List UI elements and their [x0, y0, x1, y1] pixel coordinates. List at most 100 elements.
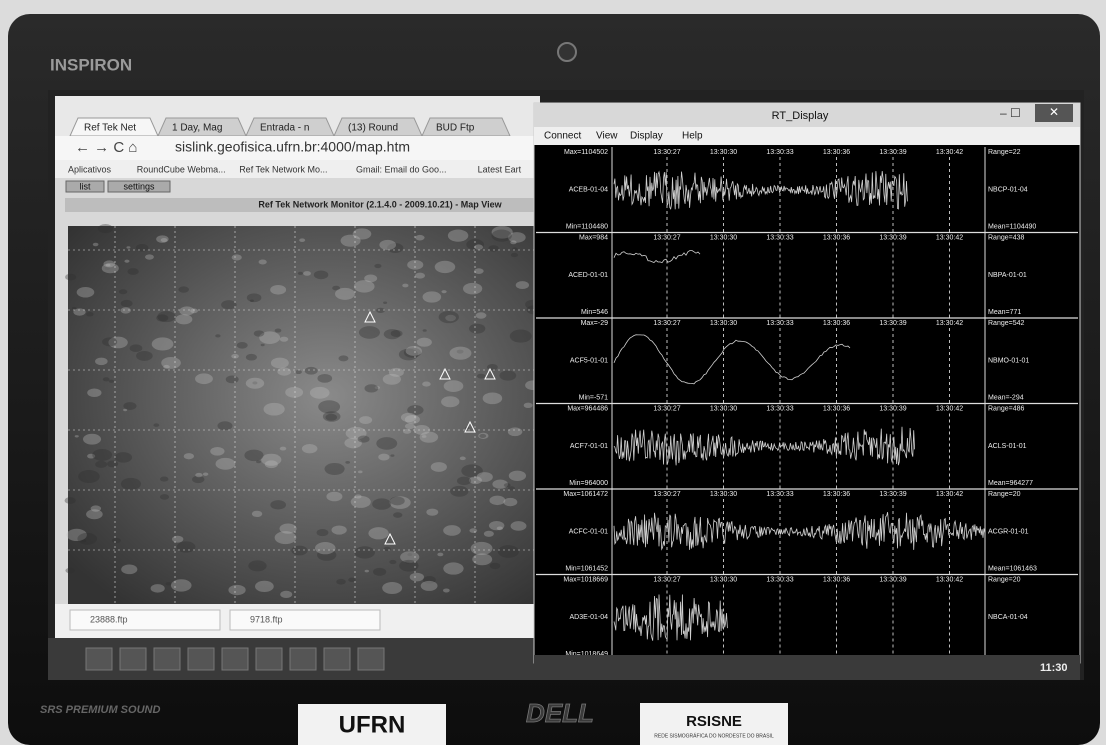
terrain	[244, 449, 264, 462]
terrain	[259, 331, 281, 344]
time-tick: 13:30:30	[710, 576, 737, 583]
tab-label[interactable]: Ref Tek Net	[84, 123, 136, 134]
sticker-ufrn	[298, 704, 446, 745]
terrain	[245, 353, 257, 361]
terrain	[161, 357, 181, 369]
terrain	[382, 582, 403, 595]
bookmark[interactable]: Gmail: Email do Goo...	[356, 164, 447, 174]
terrain	[515, 281, 530, 290]
time-tick: 13:30:30	[710, 234, 737, 241]
terrain	[345, 426, 367, 440]
terrain	[507, 486, 516, 491]
terrain	[348, 577, 356, 583]
terrain	[64, 497, 76, 504]
url[interactable]: sislink.geofisica.ufrn.br:4000/map.htm	[175, 139, 410, 155]
terrain	[409, 572, 424, 582]
close-button[interactable]	[1035, 104, 1073, 122]
time-tick: 13:30:33	[766, 576, 793, 583]
close-icon[interactable]: ✕	[1049, 105, 1059, 119]
terrain	[368, 527, 389, 540]
menu-item[interactable]: Connect	[544, 131, 581, 142]
tab-label[interactable]: (13) Round	[348, 123, 398, 134]
page-button[interactable]	[107, 180, 171, 193]
terrain	[509, 329, 532, 343]
terrain	[111, 537, 121, 544]
terrain	[393, 512, 403, 518]
page-button-label[interactable]: settings	[123, 181, 155, 191]
terrain	[508, 470, 527, 481]
download-item[interactable]	[229, 609, 381, 631]
taskbar-icon[interactable]	[255, 647, 283, 671]
station-marker[interactable]	[384, 532, 396, 545]
terrain	[415, 234, 425, 241]
terrain	[402, 428, 412, 434]
page-title: Ref Tek Network Monitor (2.1.4.0 - 2009.…	[258, 199, 502, 209]
bookmark[interactable]: Ref Tek Network Mo...	[239, 164, 327, 174]
station-marker[interactable]	[439, 367, 451, 380]
terrain	[251, 510, 263, 517]
panel-mean: Mean=771	[988, 309, 1021, 316]
terrain	[479, 433, 487, 439]
page-button[interactable]	[65, 180, 105, 193]
terrain	[165, 582, 172, 586]
bookmark[interactable]: Latest Eart	[478, 164, 522, 174]
terrain	[190, 308, 198, 314]
terrain	[357, 470, 363, 474]
menu-item[interactable]: Display	[630, 131, 663, 142]
bookmark[interactable]: Aplicativos	[68, 164, 112, 174]
download-item[interactable]	[69, 609, 221, 631]
map[interactable]	[68, 226, 540, 604]
terrain	[445, 314, 456, 322]
terrain	[340, 234, 361, 247]
menu-item[interactable]: View	[596, 131, 618, 142]
nav-icons[interactable]: ← → C ⌂	[75, 139, 137, 156]
terrain	[270, 357, 289, 369]
sticker-rsisne-subtitle: REDE SISMOGRÁFICA DO NORDESTE DO BRASIL	[654, 732, 774, 739]
terrain	[491, 229, 512, 242]
terrain	[324, 462, 345, 476]
window-controls[interactable]: – ☐	[1000, 106, 1021, 120]
taskbar-icon[interactable]	[323, 647, 351, 671]
menu-item[interactable]: Help	[682, 131, 703, 142]
terrain	[246, 293, 262, 303]
bookmark[interactable]: RoundCube Webma...	[137, 164, 226, 174]
terrain	[221, 300, 237, 310]
terrain	[437, 552, 444, 557]
terrain	[291, 545, 308, 556]
taskbar-icon[interactable]	[289, 647, 317, 671]
taskbar-icon[interactable]	[119, 647, 147, 671]
terrain	[503, 497, 518, 507]
terrain	[280, 590, 293, 599]
terrain	[443, 380, 464, 392]
taskbar-icon[interactable]	[357, 647, 385, 671]
page-button-label[interactable]: list	[80, 181, 91, 191]
address-bar-row	[55, 136, 540, 160]
terrain	[120, 307, 131, 314]
terrain	[399, 559, 419, 572]
time-tick: 13:30:27	[653, 405, 680, 412]
tab-label[interactable]: BUD Ftp	[436, 123, 475, 134]
terrain	[344, 437, 362, 449]
terrain	[101, 263, 119, 274]
terrain	[150, 584, 165, 593]
terrain	[459, 456, 466, 461]
tab-label[interactable]: Entrada - n	[260, 123, 309, 134]
panel-range: Range=20	[988, 576, 1021, 583]
terrain	[389, 559, 397, 565]
terrain	[419, 431, 439, 443]
download-name[interactable]: 9718.ftp	[250, 614, 283, 624]
taskbar-icon[interactable]	[187, 647, 215, 671]
terrain	[103, 260, 116, 268]
terrain	[120, 477, 141, 490]
station-marker[interactable]	[464, 420, 476, 433]
station-marker[interactable]	[484, 367, 496, 380]
terrain	[66, 528, 87, 542]
station-marker[interactable]	[364, 310, 376, 323]
terrain	[482, 392, 503, 405]
taskbar-icon[interactable]	[85, 647, 113, 671]
panel-mean: Mean=964277	[988, 480, 1033, 487]
download-name[interactable]: 23888.ftp	[90, 614, 128, 624]
taskbar-icon[interactable]	[153, 647, 181, 671]
taskbar-icon[interactable]	[221, 647, 249, 671]
tab-label[interactable]: 1 Day, Mag	[172, 123, 222, 134]
